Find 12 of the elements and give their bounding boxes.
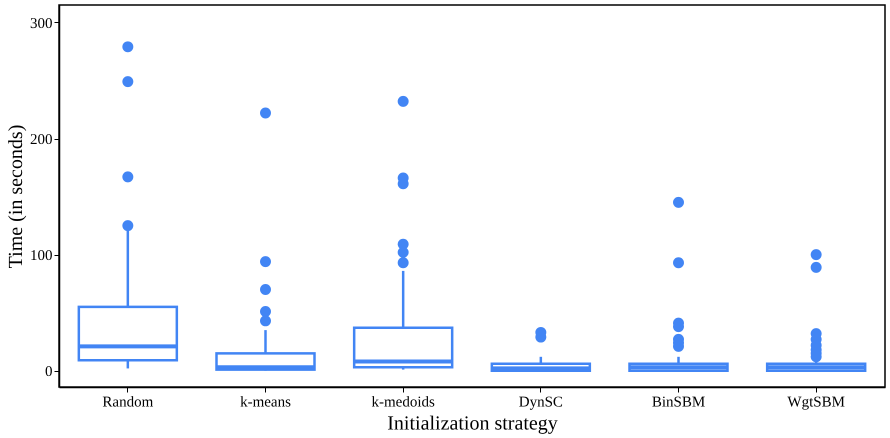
x-axis-title: Initialization strategy xyxy=(387,412,558,434)
y-axis-title: Time (in seconds) xyxy=(5,124,27,268)
x-tick-label: Random xyxy=(102,394,154,410)
x-tick-label: k-medoids xyxy=(372,394,435,410)
y-tick-label: 200 xyxy=(30,132,52,148)
x-tick-label: WgtSBM xyxy=(787,394,845,410)
y-tick-label: 0 xyxy=(45,364,52,380)
y-tick-label: 300 xyxy=(30,16,52,32)
x-tick-label: DynSC xyxy=(518,394,563,410)
y-tick-label: 100 xyxy=(30,248,52,264)
x-tick-label: BinSBM xyxy=(652,394,706,410)
x-tick-label: k-means xyxy=(240,394,292,410)
